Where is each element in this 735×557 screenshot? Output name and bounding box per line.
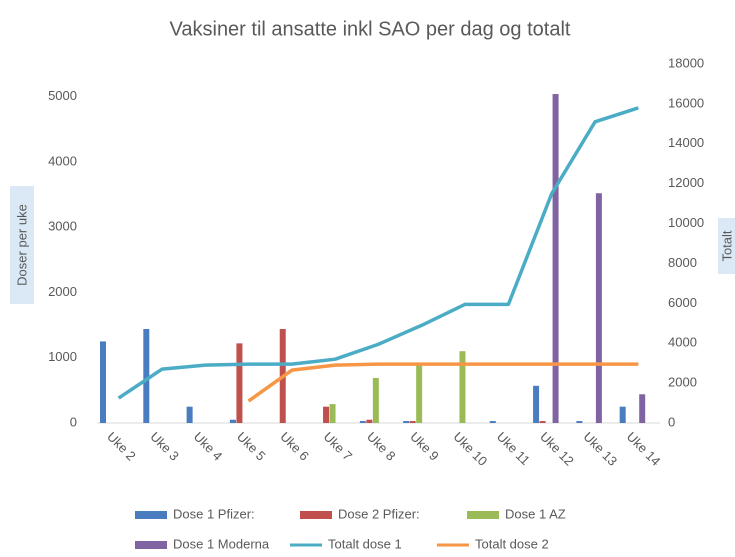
x-tick-label: Uke 4 [191,429,226,464]
bar [143,329,150,423]
line [247,362,639,403]
y-label-box [10,186,34,304]
x-tick-label: Uke 12 [537,429,577,469]
y2-tick-label: 16000 [668,95,704,110]
legend-label: Dose 2 Pfizer: [338,506,420,521]
bar [459,351,466,423]
x-tick-label: Uke 14 [624,429,664,469]
y2-tick-label: 18000 [668,55,704,70]
bar [595,193,602,423]
legend-label: Totalt dose 2 [475,536,549,551]
bar [539,421,546,423]
x-tick-label: Uke 3 [147,429,182,464]
y-tick-label: 4000 [48,153,77,168]
legend-swatch [300,511,332,519]
x-tick-label: Uke 7 [321,429,356,464]
bar [533,385,540,423]
bar [576,421,583,423]
bar [552,94,559,423]
y2-axis-label: Totalt [719,230,734,261]
x-tick-label: Uke 5 [234,429,269,464]
bar [416,364,423,423]
x-tick-label: Uke 6 [277,429,312,464]
bar [186,406,193,423]
legend-swatch [135,541,167,549]
y2-tick-label: 8000 [668,255,697,270]
bar [403,421,410,423]
bar [323,406,330,423]
chart-title: Vaksiner til ansatte inkl SAO per dag og… [170,18,571,40]
line [117,106,639,400]
legend-label: Dose 1 Moderna [173,536,270,551]
bar [229,419,236,423]
bar [359,421,366,423]
x-tick-label: Uke 11 [494,429,533,468]
y2-tick-label: 6000 [668,295,697,310]
y2-label-box [718,218,735,274]
legend-swatch [135,511,167,519]
bar [489,421,496,423]
y2-tick-label: 2000 [668,375,697,390]
legend-label: Totalt dose 1 [328,536,402,551]
y2-tick-label: 14000 [668,135,704,150]
y-tick-label: 2000 [48,284,77,299]
y2-tick-label: 12000 [668,175,704,190]
bar [372,377,379,423]
y2-tick-label: 4000 [668,335,697,350]
legend-label: Dose 1 AZ [505,506,566,521]
y-tick-label: 1000 [48,349,77,364]
legend-label: Dose 1 Pfizer: [173,506,255,521]
y-axis-label: Doser per uke [14,204,29,286]
x-tick-label: Uke 13 [580,429,620,469]
bar [409,421,416,423]
x-tick-label: Uke 8 [364,429,399,464]
bar [366,419,373,423]
y2-tick-label: 10000 [668,215,704,230]
x-tick-label: Uke 10 [451,429,491,469]
bar [100,341,106,423]
y-tick-label: 3000 [48,219,77,234]
x-tick-label: Uke 2 [104,429,139,464]
bar [639,394,646,423]
y-tick-label: 5000 [48,88,77,103]
bar [236,343,243,423]
bar [619,406,626,423]
x-tick-label: Uke 9 [407,429,442,464]
y2-tick-label: 0 [668,414,675,429]
bar [329,404,336,423]
y-tick-label: 0 [70,414,77,429]
legend-swatch [467,511,499,519]
